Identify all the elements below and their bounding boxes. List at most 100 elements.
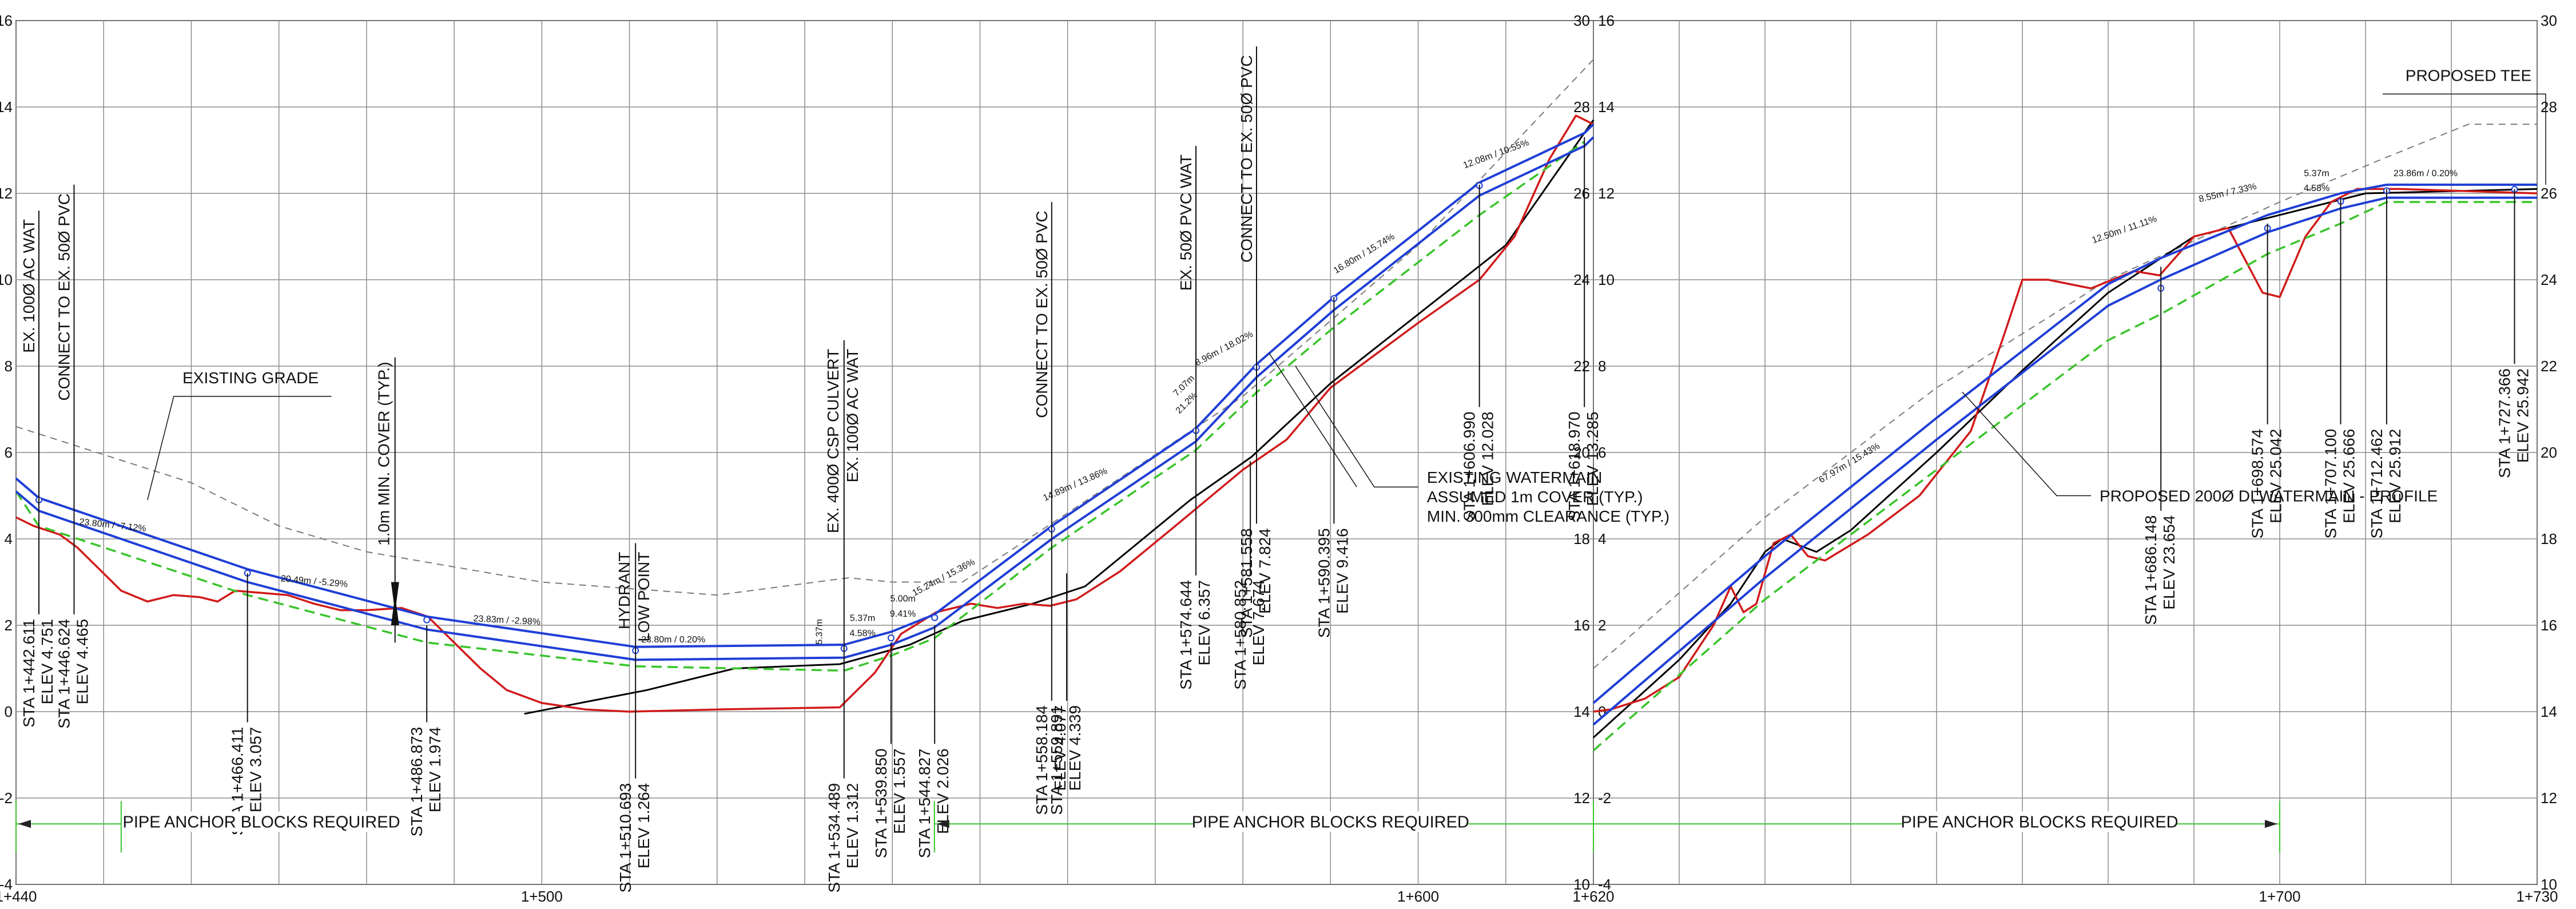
station-elevation-label: ELEV 7.674 <box>1250 580 1267 665</box>
watermain-leader <box>1295 366 1418 488</box>
watermain-leader <box>1269 352 1357 487</box>
station-elevation-label: ELEV 9.416 <box>1333 528 1351 613</box>
y-tick-label: 12 <box>2541 789 2557 807</box>
slope-label: 5.37m <box>850 613 875 623</box>
station-elevation-label: ELEV 1.264 <box>635 783 653 868</box>
slope-label: 5.37m <box>815 619 825 644</box>
secondary-axis-label: -4 <box>1598 876 1611 893</box>
slope-label: 8.96m / 18.02% <box>1194 330 1255 368</box>
secondary-axis-label: 14 <box>1598 98 1615 116</box>
slope-label: 23.83m / -2.98% <box>473 614 540 627</box>
profile-note: PROPOSED 200Ø DI WATERMAIN - PROFILE <box>2100 487 2438 505</box>
y-tick-label: 2 <box>5 617 13 634</box>
x-tick-label: 1+500 <box>521 888 563 905</box>
station-elevation-label: ELEV 1.312 <box>844 783 861 868</box>
right-panel-profile: 67.97m / 15.43% 12.50m / 11.11% 8.55m / 7.… <box>1592 67 2546 853</box>
slope-label: 15.24m / 15.36% <box>911 557 977 598</box>
station-elevation-label: STA 1+486.873 <box>408 727 426 837</box>
station-elevation-label: STA 1+539.850 <box>872 748 890 858</box>
station-elevation-label: STA 1+510.693 <box>617 783 634 893</box>
callout-top-label: EX. 100Ø AC WAT <box>20 219 38 352</box>
arrow-head-icon <box>18 820 31 828</box>
station-elevation-label: ELEV 13.285 <box>1584 412 1601 506</box>
slope-label: 23.86m / 0.20% <box>2394 169 2458 178</box>
callout-top-label: EX. 100Ø AC WAT <box>844 349 861 482</box>
circle-marker-icon <box>423 616 431 624</box>
x-tick-label: 1+620 <box>1572 888 1614 905</box>
callout-top-label: HYDRANT <box>615 552 633 629</box>
station-elevation-label: STA 1+442.611 <box>20 619 38 728</box>
secondary-axis-label: 10 <box>1598 271 1615 288</box>
y-tick-label: 14 <box>2541 703 2557 720</box>
station-elevation-label: ELEV 1.557 <box>891 748 908 833</box>
arrow-head-icon <box>936 820 949 828</box>
slope-label: 5.37m <box>2304 169 2329 178</box>
station-elevation-label: ELEV 4.339 <box>1066 705 1084 791</box>
existing-grade-leader <box>147 396 332 501</box>
y-tick-label: -4 <box>0 876 13 893</box>
secondary-axis-label: 28 <box>1573 98 1590 116</box>
watermain-note: ASSUMED 1m COVER (TYP.) <box>1427 488 1643 506</box>
y-tick-label: 10 <box>2541 876 2557 893</box>
station-elevation-label: STA 1+558.184 <box>1033 705 1051 815</box>
arrow-head-icon <box>391 595 399 625</box>
slope-label: 5.00m <box>890 594 915 604</box>
station-elevation-label: ELEV 25.042 <box>2267 429 2285 523</box>
station-elevation-label: STA 1+446.624 <box>55 619 73 729</box>
existing-grade-note: EXISTING GRADE <box>182 369 319 387</box>
y-tick-label: -2 <box>0 789 13 807</box>
station-elevation-label: ELEV 4.077 <box>1051 705 1069 791</box>
secondary-axis-label: 4 <box>1598 530 1606 547</box>
slope-label: 67.97m / 15.43% <box>1817 441 1881 485</box>
station-elevation-label: ELEV 3.057 <box>247 727 265 812</box>
slope-label: 23.80m / -7.12% <box>79 517 147 534</box>
station-elevation-label: ELEV 1.974 <box>426 727 444 812</box>
station-elevation-label: STA 1+727.366 <box>2495 368 2513 478</box>
station-elevation-label: ELEV 25.942 <box>2514 368 2531 463</box>
anchor-band-label: PIPE ANCHOR BLOCKS REQUIRED <box>1901 813 2178 831</box>
station-elevation-label: ELEV 7.824 <box>1256 528 1274 613</box>
y-tick-label: 0 <box>5 703 13 720</box>
ground-profile-line <box>1593 188 2538 713</box>
watermain-note: EXISTING WATERMAIN <box>1427 469 1602 486</box>
y-tick-label: 4 <box>5 530 13 547</box>
existing-grade-line <box>15 59 1594 596</box>
slope-label: 12.50m / 11.11% <box>2091 214 2158 245</box>
slope-label: 9.41% <box>890 609 916 619</box>
x-tick-label: 1+440 <box>0 888 37 905</box>
secondary-axis-label: 16 <box>1598 12 1615 29</box>
proposed-watermain-bottom <box>1592 196 2537 726</box>
left-panel-grid: -4-2024681012141630282624222018161412101… <box>0 12 1594 905</box>
y-tick-label: 8 <box>5 358 13 375</box>
station-elevation-label: STA 1+686.148 <box>2142 515 2160 625</box>
station-elevation-label: STA 1+712.462 <box>2368 429 2386 539</box>
y-tick-label: 10 <box>0 271 13 288</box>
secondary-axis-label: 30 <box>1573 12 1590 29</box>
callout-top-label: CONNECT TO EX. 50Ø PVC <box>55 193 73 401</box>
x-tick-label: 1+730 <box>2516 888 2558 905</box>
circle-marker-icon <box>887 634 895 642</box>
station-elevation-label: STA 1+544.827 <box>916 748 933 858</box>
station-elevation-label: STA 1+580.852 <box>1231 580 1249 690</box>
proposed-tee-leader <box>2383 93 2546 185</box>
callout-top-label: EX. 400Ø CSP CULVERT <box>824 349 842 533</box>
station-elevation-label: STA 1+590.395 <box>1315 528 1333 638</box>
y-tick-label: 24 <box>2541 271 2557 288</box>
secondary-axis-label: 14 <box>1573 703 1590 720</box>
ground-profile-line <box>15 114 1594 713</box>
secondary-axis-label: -2 <box>1598 789 1611 807</box>
secondary-axis-label: 10 <box>1573 876 1590 893</box>
anchor-band-label-bg <box>124 811 399 832</box>
y-tick-label: 22 <box>2541 358 2557 375</box>
station-elevation-label: ELEV 12.028 <box>1479 412 1497 506</box>
y-tick-label: 16 <box>2541 617 2557 634</box>
callout-top-label: LOW POINT <box>635 552 653 642</box>
station-elevation-label: STA 1+707.100 <box>2322 429 2340 539</box>
left-panel-profile: 23.80m / -7.12%20.49m / -5.29%23.83m / -… <box>15 46 1669 893</box>
min-cover-line <box>15 140 1585 672</box>
secondary-axis-label: 12 <box>1573 789 1590 807</box>
y-tick-label: 20 <box>2541 444 2557 461</box>
y-tick-label: 6 <box>5 444 13 461</box>
secondary-axis-label: 2 <box>1598 617 1606 634</box>
